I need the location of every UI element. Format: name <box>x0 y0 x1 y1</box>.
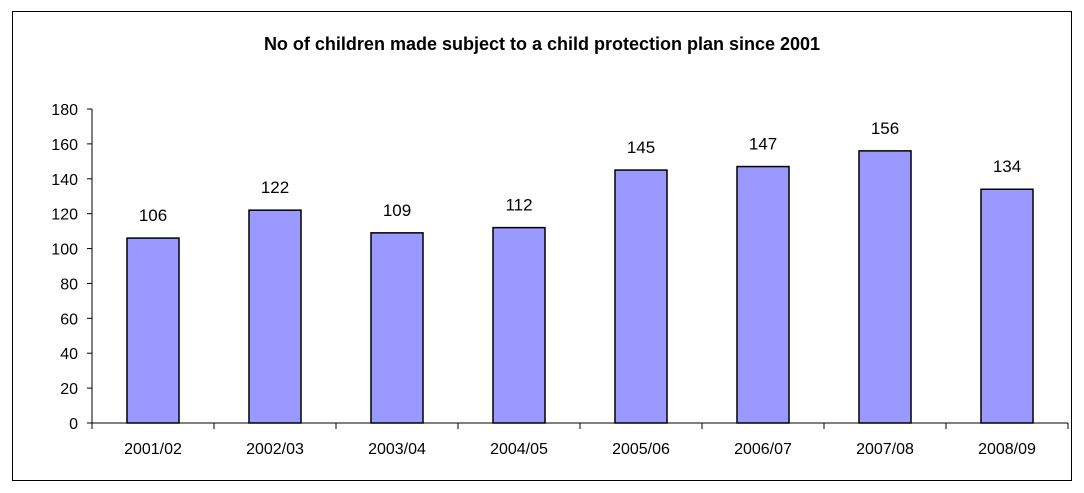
x-tick-label: 2005/06 <box>612 441 670 458</box>
bar <box>614 169 668 424</box>
x-tick-label: 2007/08 <box>856 441 914 458</box>
x-tick-label: 2001/02 <box>124 441 182 458</box>
bar <box>370 232 424 424</box>
bar <box>736 165 790 424</box>
x-tick-label: 2003/04 <box>368 441 426 458</box>
bar <box>858 150 912 424</box>
chart-title: No of children made subject to a child p… <box>263 34 821 54</box>
bar <box>980 188 1034 424</box>
x-tick-label: 2002/03 <box>246 441 304 458</box>
bar <box>248 209 302 424</box>
y-tick-label: 180 <box>51 102 78 119</box>
y-tick-label: 0 <box>69 416 78 433</box>
x-tick-label: 2006/07 <box>734 441 792 458</box>
data-label: 106 <box>139 206 167 225</box>
x-tick-label: 2004/05 <box>490 441 548 458</box>
data-label: 134 <box>993 157 1021 176</box>
y-tick-label: 140 <box>51 172 78 189</box>
y-tick-label: 20 <box>60 381 78 398</box>
y-tick-label: 100 <box>51 242 78 259</box>
y-tick-label: 60 <box>60 311 78 328</box>
data-label: 122 <box>261 178 289 197</box>
data-label: 145 <box>627 138 655 157</box>
bar <box>492 226 546 424</box>
y-tick-label: 80 <box>60 276 78 293</box>
x-tick-label: 2008/09 <box>978 441 1036 458</box>
y-tick-label: 40 <box>60 346 78 363</box>
y-tick-label: 120 <box>51 207 78 224</box>
y-tick-label: 160 <box>51 137 78 154</box>
bar <box>126 237 180 424</box>
data-label: 147 <box>749 135 777 154</box>
data-label: 109 <box>383 201 411 220</box>
data-label: 112 <box>505 196 532 215</box>
data-label: 156 <box>871 119 899 138</box>
